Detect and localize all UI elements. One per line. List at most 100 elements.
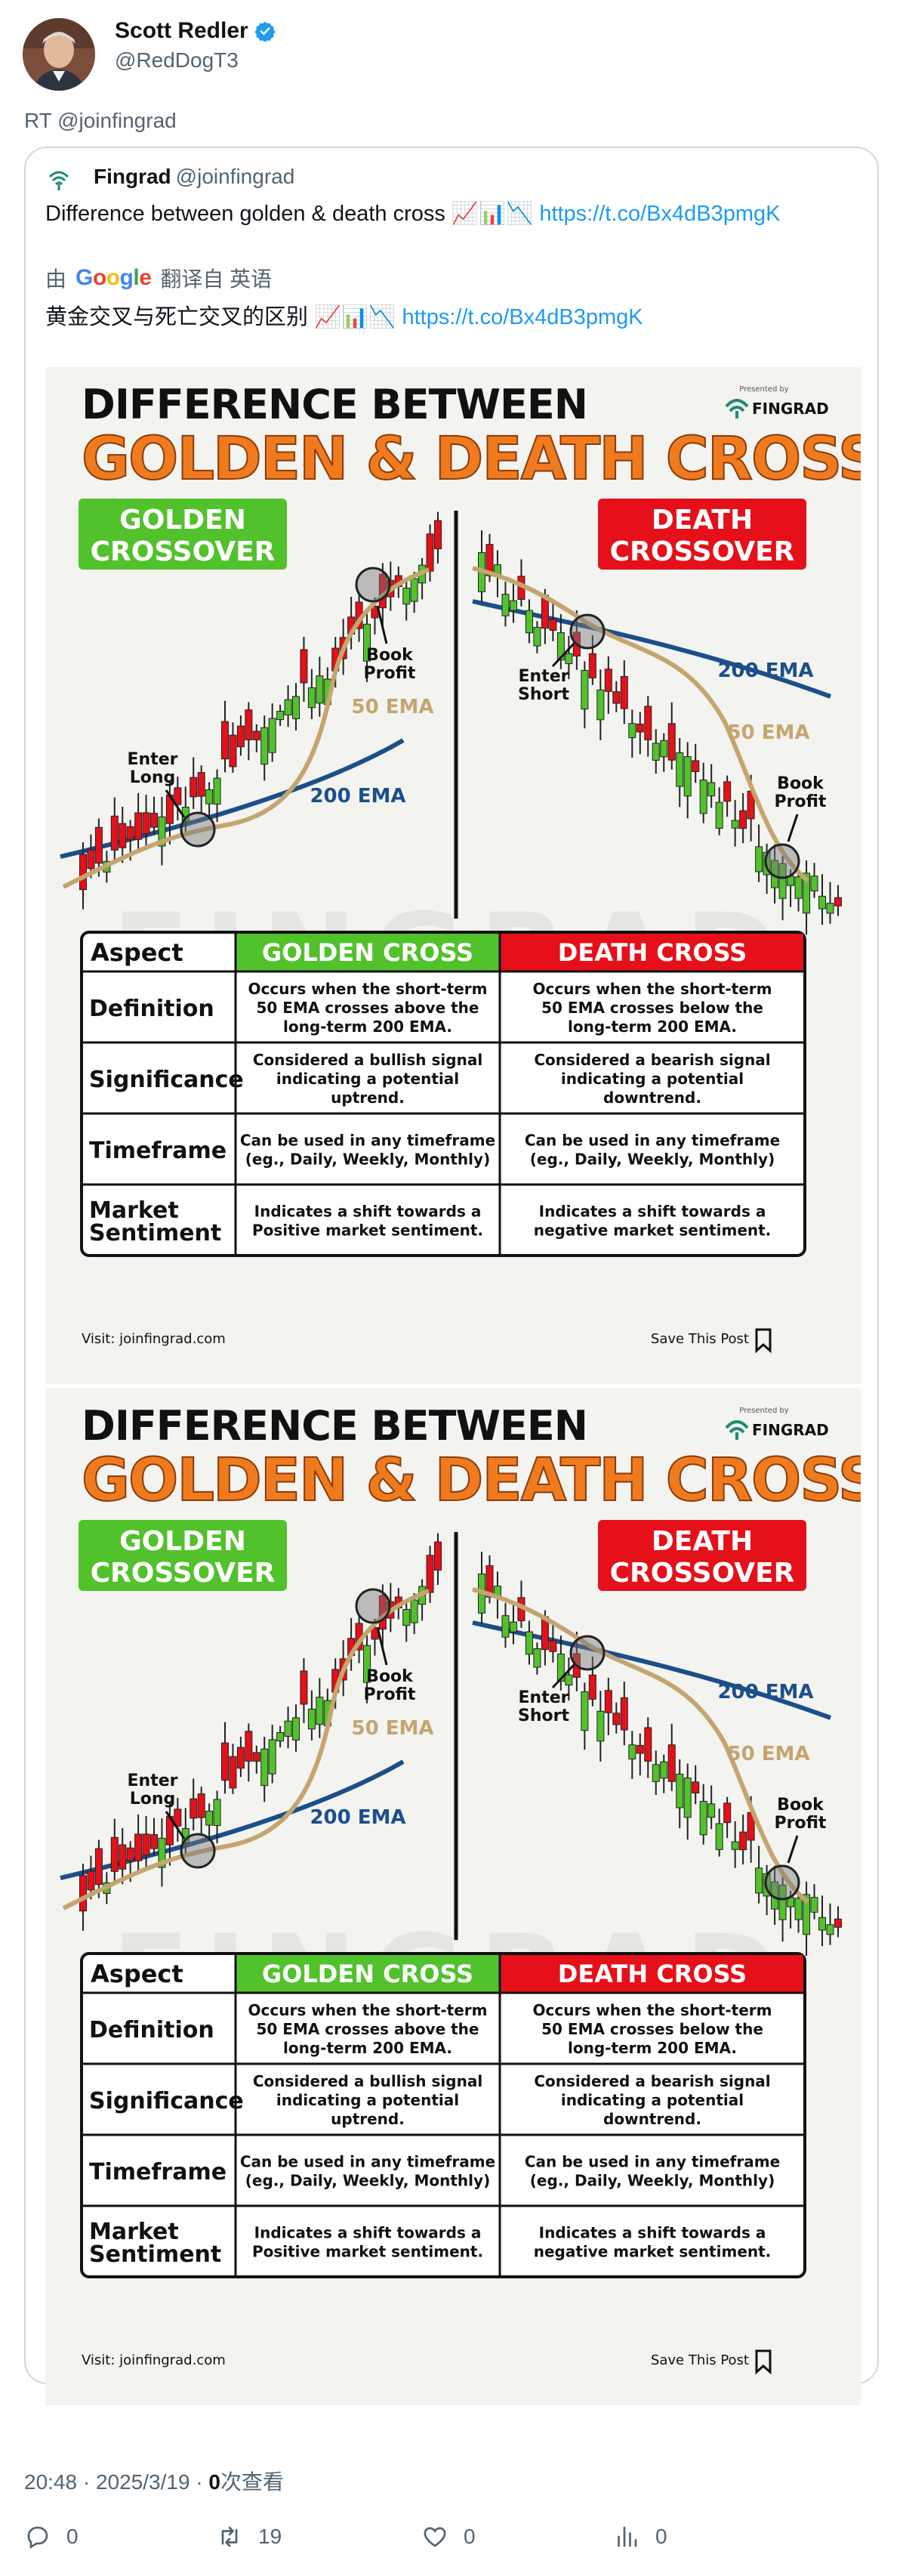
table-cell-golden: 50 EMA crosses above the <box>257 2020 479 2038</box>
death-candle <box>636 1744 644 1754</box>
infographic-title-line2: GOLDEN & DEATH CROSS <box>82 425 861 493</box>
fingrad-brand-name: FINGRAD <box>752 1421 829 1439</box>
quoted-tweet-link[interactable]: https://t.co/Bx4dB3pmgK <box>539 202 781 226</box>
death-200-ema-label: 200 EMA <box>717 659 813 682</box>
enter-long-arrow <box>165 789 186 818</box>
golden-candle <box>316 675 324 704</box>
golden-candle <box>142 812 150 835</box>
table-cell-golden: Indicates a shift towards a <box>254 2224 482 2242</box>
table-header-death: DEATH CROSS <box>558 938 747 967</box>
table-cell-golden: indicating a potential <box>276 1070 459 1088</box>
golden-candle <box>94 826 103 864</box>
author-name[interactable]: Scott Redler <box>115 18 276 44</box>
reply-button[interactable]: 0 <box>24 2523 79 2550</box>
death-candle <box>826 903 834 914</box>
death-candle <box>525 610 533 634</box>
death-candle <box>660 740 668 758</box>
death-candle <box>667 1744 676 1782</box>
table-cell-aspect: Market <box>89 2219 179 2245</box>
infographic-visit-label: Visit: joinfingrad.com <box>82 1331 226 1347</box>
death-candle <box>683 756 692 797</box>
death-candle <box>581 1691 589 1731</box>
golden-candle <box>87 849 95 869</box>
death-candle <box>723 1802 732 1824</box>
golden-candle <box>190 777 198 798</box>
death-candle <box>604 669 612 692</box>
infographic-title-line1: DIFFERENCE BETWEEN <box>82 381 587 428</box>
golden-candle <box>292 696 300 719</box>
golden-candle <box>126 826 134 840</box>
reply-count: 0 <box>66 2525 79 2548</box>
table-header-aspect: Aspect <box>91 1960 183 1988</box>
enter-long-label-line1: Enter <box>128 1771 178 1790</box>
table-cell-death: downtrend. <box>603 2110 701 2128</box>
table-cell-death: Can be used in any timeframe <box>525 2153 780 2171</box>
infographic-title-line2: GOLDEN & DEATH CROSS <box>82 1447 861 1515</box>
death-badge-line1: DEATH <box>652 1526 753 1557</box>
heart-icon <box>424 2527 446 2547</box>
table-cell-death: Indicates a shift towards a <box>539 1203 766 1221</box>
death-candle <box>581 669 589 710</box>
death-50-ema-line <box>472 566 809 883</box>
enter-short-label-line2: Short <box>518 1707 569 1725</box>
golden-candle <box>260 727 269 765</box>
like-button[interactable]: 0 <box>421 2523 476 2550</box>
death-candle <box>755 1867 763 1894</box>
table-cell-golden: Considered a bullish signal <box>253 2072 482 2090</box>
translated-from-label[interactable]: 翻译自 英语 <box>160 267 273 291</box>
golden-200-ema-line <box>60 738 405 859</box>
translated-link[interactable]: https://t.co/Bx4dB3pmgK <box>402 305 643 329</box>
quoted-text-body: Difference between golden & death cross … <box>45 202 540 226</box>
golden-candle <box>363 623 371 662</box>
retweet-button[interactable]: 19 <box>216 2523 282 2550</box>
death-candle <box>565 653 573 665</box>
table-cell-aspect: Definition <box>89 2017 214 2043</box>
death-candle <box>612 691 621 704</box>
death-candle <box>485 1565 494 1598</box>
comparison-table: Aspect GOLDEN CROSS DEATH CROSS Definition O… <box>80 931 806 1257</box>
golden-candle <box>213 777 221 805</box>
author-avatar[interactable] <box>23 18 95 91</box>
table-cell-death: Occurs when the short-term <box>533 2001 772 2019</box>
golden-header-cell <box>236 934 500 971</box>
golden-candle <box>245 1731 253 1762</box>
death-candle <box>692 760 700 773</box>
golden-50-ema-line <box>62 567 430 889</box>
enter-long-label-line2: Long <box>130 1790 176 1808</box>
golden-50-ema-label: 50 EMA <box>352 1717 434 1740</box>
death-candle <box>723 781 732 802</box>
golden-candle <box>300 649 308 684</box>
retweet-icon <box>221 2526 238 2547</box>
golden-candle <box>110 1836 119 1872</box>
death-cross-marker <box>569 613 606 650</box>
table-cell-aspect: Timeframe <box>89 2159 227 2185</box>
post-timestamp[interactable]: 20:48 · 2025/3/19 · 0次查看 <box>24 2466 284 2496</box>
golden-badge-line1: GOLDEN <box>119 1526 246 1557</box>
table-cell-golden: (eg., Daily, Weekly, Monthly) <box>245 2172 490 2190</box>
death-candle <box>803 873 811 914</box>
death-candle <box>803 1894 811 1935</box>
death-candle <box>755 846 763 873</box>
death-candle <box>644 706 652 740</box>
golden-candle <box>126 1847 134 1861</box>
death-candle <box>596 1710 605 1742</box>
quoted-tweet-card[interactable]: Fingrad @joinfingrad Difference between g… <box>24 147 879 2405</box>
infographic-save-label: Save This Post <box>651 2352 749 2368</box>
golden-book-profit-line1: Book <box>366 646 414 665</box>
death-candle <box>628 1744 636 1759</box>
table-header-death: DEATH CROSS <box>558 1960 747 1988</box>
golden-cross-marker <box>180 811 216 848</box>
death-candle <box>485 544 494 576</box>
views-label: 次查看 <box>220 2470 284 2494</box>
enter-short-label-line2: Short <box>518 685 569 704</box>
views-button[interactable]: 0 <box>613 2523 667 2550</box>
quoted-author[interactable]: Fingrad @joinfingrad <box>94 165 294 189</box>
golden-crossover-badge <box>79 499 287 570</box>
author-handle[interactable]: @RedDogT3 <box>115 48 239 72</box>
table-cell-aspect: Definition <box>89 996 214 1022</box>
golden-candle <box>252 1752 260 1762</box>
enter-long-label-line2: Long <box>130 768 176 787</box>
